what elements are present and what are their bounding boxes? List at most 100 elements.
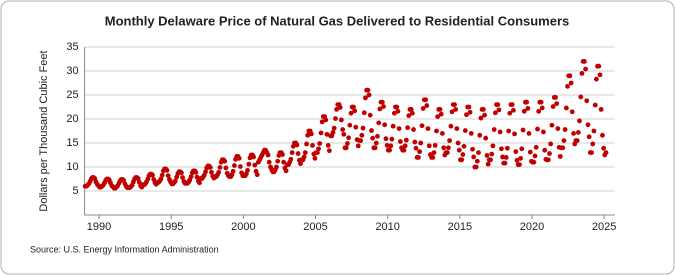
data-point: [343, 145, 349, 151]
data-point: [216, 169, 222, 175]
data-point: [474, 158, 480, 164]
data-point: [533, 144, 539, 150]
data-point: [310, 143, 315, 148]
data-point: [589, 150, 595, 156]
data-point: [514, 157, 520, 163]
data-point: [346, 135, 351, 141]
data-point: [432, 143, 438, 148]
data-point: [532, 153, 538, 159]
data-point: [470, 146, 475, 152]
data-point: [437, 107, 443, 112]
data-point: [461, 143, 467, 149]
data-point: [334, 107, 339, 112]
data-point: [495, 102, 501, 107]
data-point: [370, 135, 376, 141]
data-point: [430, 155, 436, 160]
data-point: [323, 117, 329, 123]
data-point: [527, 149, 533, 155]
data-point: [236, 155, 242, 161]
data-point: [254, 172, 260, 178]
data-point: [482, 112, 487, 118]
plot-area: [84, 47, 616, 215]
data-point: [394, 104, 400, 110]
data-point: [377, 106, 383, 112]
data-point: [340, 127, 346, 132]
y-tick-label: 5: [72, 185, 78, 197]
x-tick-label: 2020: [520, 221, 544, 233]
data-point: [391, 110, 397, 116]
y-tick-label: 25: [66, 89, 78, 101]
data-point: [372, 145, 378, 151]
data-point: [454, 126, 460, 131]
data-point: [316, 146, 321, 152]
data-point: [499, 146, 504, 152]
data-point: [497, 129, 503, 135]
data-point: [384, 143, 390, 148]
data-point: [361, 110, 367, 116]
data-point: [439, 131, 445, 136]
data-point: [406, 113, 412, 119]
data-point: [197, 180, 202, 186]
y-tick-label: 35: [66, 41, 78, 53]
x-tick-label: 2025: [592, 221, 616, 233]
data-point: [172, 178, 178, 184]
data-point: [389, 136, 395, 142]
data-point: [568, 80, 574, 86]
data-point: [462, 128, 468, 133]
data-point: [586, 134, 592, 140]
data-point: [301, 154, 307, 160]
data-point: [312, 155, 318, 161]
data-point: [460, 152, 466, 157]
data-point: [438, 111, 444, 117]
data-point: [549, 122, 555, 128]
data-point: [455, 140, 461, 146]
data-point: [326, 148, 332, 154]
data-point: [363, 95, 368, 101]
data-point: [416, 155, 421, 160]
data-point: [355, 143, 361, 149]
data-point: [471, 154, 477, 160]
data-point: [517, 162, 522, 168]
data-point: [265, 152, 271, 158]
data-point: [525, 106, 531, 111]
data-point: [314, 150, 320, 156]
data-point: [223, 165, 229, 171]
data-point: [418, 140, 424, 146]
data-point: [509, 102, 515, 107]
data-point: [477, 132, 483, 138]
data-point: [245, 167, 250, 173]
data-point: [548, 141, 554, 147]
data-point: [193, 169, 199, 175]
data-point: [506, 128, 512, 134]
data-point: [513, 149, 519, 155]
data-point: [519, 146, 525, 152]
data-point: [305, 132, 311, 138]
source: Source: U.S. Energy Information Administ…: [30, 244, 219, 254]
data-point: [251, 154, 257, 160]
data-point: [449, 109, 455, 115]
data-point: [330, 130, 336, 135]
data-point: [491, 127, 497, 132]
data-point: [582, 59, 587, 64]
data-point: [484, 153, 490, 158]
chart-title: Monthly Delaware Price of Natural Gas De…: [105, 13, 570, 28]
data-point: [375, 133, 380, 139]
data-point: [601, 145, 606, 151]
data-point: [545, 157, 551, 163]
data-point: [456, 147, 462, 153]
data-point: [565, 83, 570, 89]
data-point: [500, 154, 505, 160]
data-point: [203, 169, 208, 175]
data-point: [325, 143, 331, 148]
data-point: [337, 105, 343, 110]
x-tick-label: 2015: [448, 221, 472, 233]
data-point: [557, 154, 563, 159]
data-point: [420, 106, 426, 111]
data-point: [417, 149, 422, 155]
data-point: [289, 150, 295, 156]
x-tick-label: 1990: [87, 221, 111, 233]
data-point: [324, 131, 330, 137]
data-point: [591, 128, 597, 134]
data-point: [574, 138, 580, 144]
